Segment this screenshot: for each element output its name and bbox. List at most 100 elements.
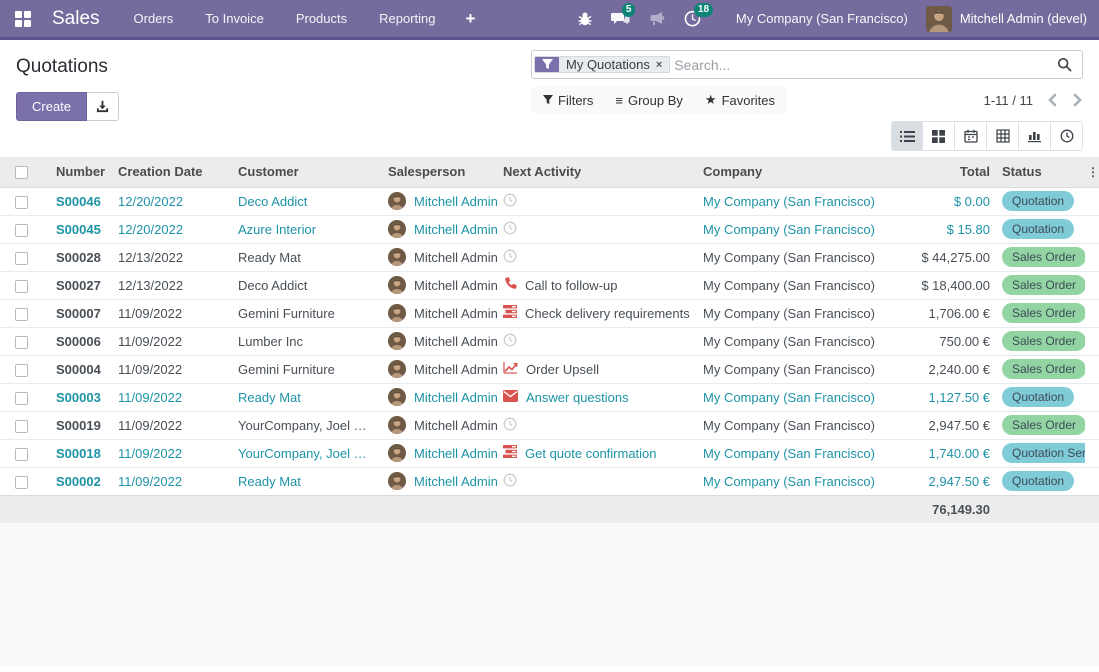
cell-next-activity[interactable]: Get quote confirmation xyxy=(497,438,697,467)
cell-company: My Company (San Francisco) xyxy=(697,270,882,299)
quotation-row[interactable]: S00027 12/13/2022 Deco Addict Mitchell Admi… xyxy=(0,270,1099,299)
salesperson-name: Mitchell Admin xyxy=(414,221,497,237)
row-checkbox[interactable] xyxy=(15,363,28,377)
row-checkbox[interactable] xyxy=(15,447,28,461)
cell-customer: Azure Interior xyxy=(232,214,382,243)
menu-products[interactable]: Products xyxy=(295,10,348,26)
activity-label: Answer questions xyxy=(526,389,629,405)
header-total[interactable]: Total xyxy=(882,157,996,188)
quotation-row[interactable]: S00028 12/13/2022 Ready Mat Mitchell Admin M… xyxy=(0,242,1099,271)
salesperson-avatar xyxy=(388,388,406,406)
cell-next-activity[interactable]: Order Upsell xyxy=(497,354,697,383)
pager-next-icon[interactable] xyxy=(1072,93,1083,107)
export-button[interactable] xyxy=(87,92,120,121)
cell-company: My Company (San Francisco) xyxy=(697,326,882,355)
row-checkbox[interactable] xyxy=(15,419,28,433)
app-name[interactable]: Sales xyxy=(52,7,100,29)
company-switcher[interactable]: My Company (San Francisco) xyxy=(735,11,908,26)
quotation-row[interactable]: S00002 11/09/2022 Ready Mat Mitchell Admin M… xyxy=(0,466,1099,495)
cell-total: 2,240.00 € xyxy=(882,354,996,383)
cell-company: My Company (San Francisco) xyxy=(697,410,882,439)
activities-clock-icon[interactable]: 18 xyxy=(678,0,714,39)
row-checkbox[interactable] xyxy=(15,335,28,349)
cell-salesperson: Mitchell Admin xyxy=(382,270,497,299)
cell-company: My Company (San Francisco) xyxy=(697,438,882,467)
cell-salesperson: Mitchell Admin xyxy=(382,466,497,495)
cell-next-activity[interactable]: Check delivery requirements xyxy=(497,298,697,327)
user-menu[interactable]: Mitchell Admin (devel) xyxy=(925,5,1099,32)
cell-number: S00019 xyxy=(50,410,112,439)
row-checkbox[interactable] xyxy=(15,475,28,489)
header-company[interactable]: Company xyxy=(697,157,882,188)
select-all-checkbox[interactable] xyxy=(15,166,28,180)
cell-next-activity[interactable] xyxy=(497,186,697,215)
cell-next-activity[interactable] xyxy=(497,410,697,439)
cell-next-activity[interactable] xyxy=(497,326,697,355)
cell-next-activity[interactable]: Call to follow-up xyxy=(497,270,697,299)
quotation-row[interactable]: S00006 11/09/2022 Lumber Inc Mitchell Admin… xyxy=(0,326,1099,355)
header-creation-date[interactable]: Creation Date xyxy=(112,157,232,188)
cell-status: Quotation xyxy=(996,186,1085,215)
control-panel: Quotations Create My Quotations × xyxy=(0,40,1099,157)
cell-salesperson: Mitchell Admin xyxy=(382,438,497,467)
row-checkbox[interactable] xyxy=(15,307,28,321)
list-view-button[interactable] xyxy=(891,121,923,151)
quotation-row[interactable]: S00045 12/20/2022 Azure Interior Mitchell A… xyxy=(0,214,1099,243)
announcement-megaphone-icon[interactable] xyxy=(642,0,672,39)
calendar-view-button[interactable] xyxy=(955,121,987,151)
salesperson-name: Mitchell Admin xyxy=(414,417,497,433)
favorites-button[interactable]: ★ Favorites xyxy=(704,92,776,108)
cell-next-activity[interactable] xyxy=(497,242,697,271)
activity-view-button[interactable] xyxy=(1051,121,1083,151)
group-by-button[interactable]: ≡ Group By xyxy=(615,92,683,108)
header-next-activity[interactable]: Next Activity xyxy=(497,157,697,188)
cell-creation-date: 11/09/2022 xyxy=(112,298,232,327)
envelope-activity-icon xyxy=(503,389,518,405)
debug-bug-icon[interactable] xyxy=(570,0,600,39)
header-status[interactable]: Status xyxy=(996,157,1085,188)
status-badge: Quotation Sent xyxy=(1002,443,1085,463)
cell-next-activity[interactable]: Answer questions xyxy=(497,382,697,411)
menu-extra-icon[interactable]: + xyxy=(465,8,476,28)
header-salesperson[interactable]: Salesperson xyxy=(382,157,497,188)
graph-view-button[interactable] xyxy=(1019,121,1051,151)
optional-columns-icon[interactable]: ⋮ xyxy=(1085,157,1099,188)
cell-total: 1,127.50 € xyxy=(882,382,996,411)
messages-icon[interactable]: 5 xyxy=(606,0,636,39)
search-icon[interactable] xyxy=(1049,57,1080,72)
quotation-row[interactable]: S00007 11/09/2022 Gemini Furniture Mitchell… xyxy=(0,298,1099,327)
quotation-row[interactable]: S00003 11/09/2022 Ready Mat Mitchell Admin A… xyxy=(0,382,1099,411)
header-number[interactable]: Number xyxy=(50,157,112,188)
cell-creation-date: 11/09/2022 xyxy=(112,326,232,355)
menu-orders[interactable]: Orders xyxy=(133,10,174,26)
kanban-view-button[interactable] xyxy=(923,121,955,151)
row-checkbox[interactable] xyxy=(15,223,28,237)
search-input[interactable] xyxy=(674,56,1049,73)
quotation-row[interactable]: S00046 12/20/2022 Deco Addict Mitchell Admi… xyxy=(0,186,1099,215)
row-checkbox[interactable] xyxy=(15,391,28,405)
cell-status: Quotation Sent xyxy=(996,438,1085,467)
row-checkbox[interactable] xyxy=(15,279,28,293)
chart-activity-icon xyxy=(503,361,518,377)
menu-reporting[interactable]: Reporting xyxy=(379,10,436,26)
row-checkbox[interactable] xyxy=(15,195,28,209)
quotation-row[interactable]: S00004 11/09/2022 Gemini Furniture Mitchell… xyxy=(0,354,1099,383)
activity-label: Check delivery requirements xyxy=(525,305,690,321)
create-button[interactable]: Create xyxy=(16,92,88,121)
quotation-row[interactable]: S00018 11/09/2022 YourCompany, Joel Willis… xyxy=(0,438,1099,467)
menu-to-invoice[interactable]: To Invoice xyxy=(205,10,264,26)
cell-salesperson: Mitchell Admin xyxy=(382,354,497,383)
header-customer[interactable]: Customer xyxy=(232,157,382,188)
quotation-row[interactable]: S00019 11/09/2022 YourCompany, Joel Willis… xyxy=(0,410,1099,439)
filters-button[interactable]: Filters xyxy=(543,92,593,108)
pivot-view-button[interactable] xyxy=(987,121,1019,151)
cell-next-activity[interactable] xyxy=(497,214,697,243)
facet-remove-icon[interactable]: × xyxy=(655,58,663,71)
pager-previous-icon[interactable] xyxy=(1047,93,1058,107)
cell-creation-date: 12/13/2022 xyxy=(112,270,232,299)
cell-number: S00004 xyxy=(50,354,112,383)
apps-menu-icon[interactable] xyxy=(0,10,46,27)
cell-next-activity[interactable] xyxy=(497,466,697,495)
row-checkbox[interactable] xyxy=(15,251,28,265)
page-title: Quotations xyxy=(16,56,108,77)
